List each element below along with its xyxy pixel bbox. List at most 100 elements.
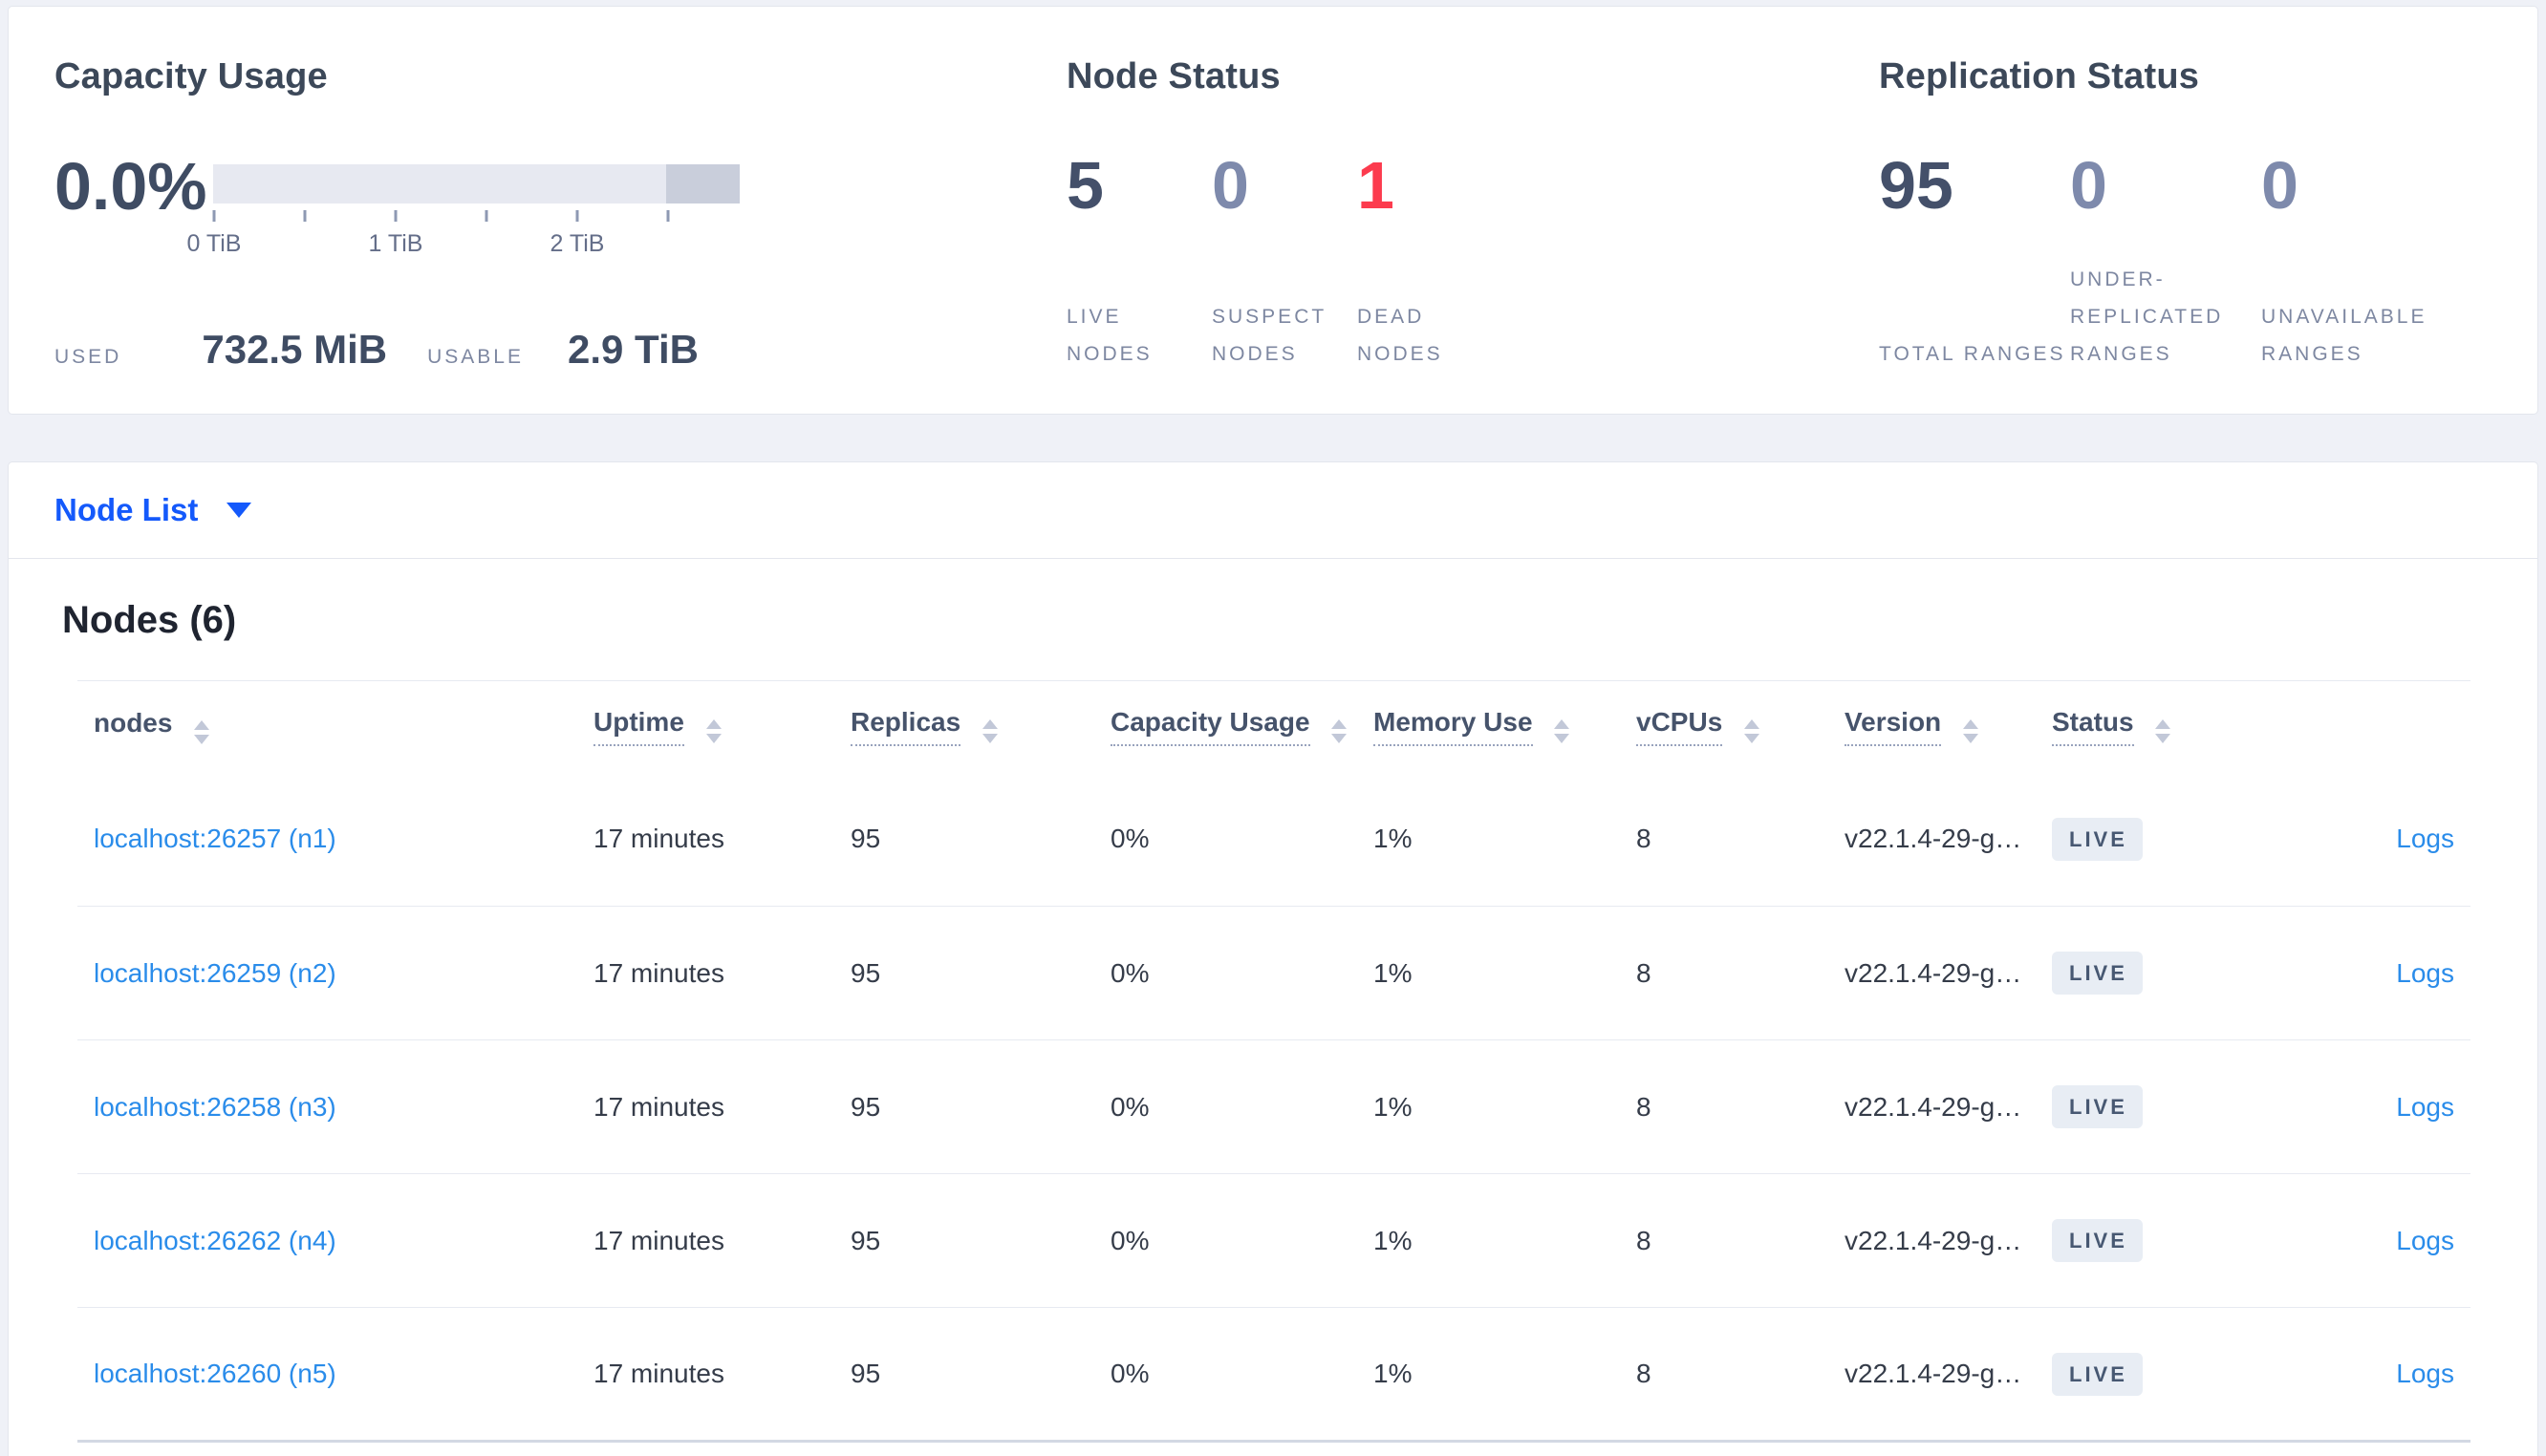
cluster-summary-panel: Capacity Usage 0.0% 0 TiB bbox=[8, 6, 2538, 415]
sort-icon bbox=[705, 719, 722, 744]
node-link[interactable]: localhost:26262 (n4) bbox=[94, 1225, 336, 1255]
nodes-table: nodes Uptime Replicas Capacity Usag bbox=[77, 680, 2470, 1443]
nodes-section: Nodes (6) nodes Uptime bbox=[9, 559, 2537, 1443]
memory-use-cell: 1% bbox=[1357, 1039, 1620, 1174]
total-ranges-count: 95 bbox=[1879, 148, 1953, 223]
uptime-cell: 17 minutes bbox=[593, 824, 724, 854]
dead-nodes-label: DEAD NODES bbox=[1357, 306, 1443, 365]
capacity-bar-scale: 0 TiB 1 TiB 2 TiB bbox=[187, 203, 740, 257]
status-badge: LIVE bbox=[2052, 1085, 2143, 1128]
status-badge: LIVE bbox=[2052, 1219, 2143, 1262]
table-row: localhost:26258 (n3) 17 minutes 95 0% 1%… bbox=[77, 1039, 2470, 1174]
usable-label: USABLE bbox=[427, 346, 524, 368]
logs-link[interactable]: Logs bbox=[2396, 957, 2454, 988]
view-selector-bar: Node List bbox=[9, 462, 2537, 559]
vcpus-cell: 8 bbox=[1636, 824, 1651, 854]
node-link[interactable]: localhost:26258 (n3) bbox=[94, 1091, 336, 1122]
vcpus-cell: 8 bbox=[1620, 906, 1828, 1040]
replicas-cell: 95 bbox=[834, 906, 1094, 1040]
under-replicated-ranges-count: 0 bbox=[2070, 148, 2107, 223]
total-ranges-stat: 95 TOTAL RANGES bbox=[1879, 151, 2070, 373]
uptime-cell: 17 minutes bbox=[577, 1307, 834, 1443]
tick-mark bbox=[394, 210, 398, 222]
capacity-usage-cell: 0% bbox=[1094, 1307, 1357, 1443]
tick-label-2tib: 2 TiB bbox=[550, 230, 605, 257]
node-link[interactable]: localhost:26257 (n1) bbox=[94, 824, 336, 854]
sort-icon bbox=[194, 720, 210, 745]
capacity-bar-reserved-segment bbox=[666, 164, 740, 203]
logs-link[interactable]: Logs bbox=[2396, 824, 2454, 854]
tick-mark bbox=[485, 210, 488, 222]
table-row: localhost:26260 (n5) 17 minutes 95 0% 1%… bbox=[77, 1307, 2470, 1443]
capacity-usage-title: Capacity Usage bbox=[54, 56, 328, 96]
logs-link[interactable]: Logs bbox=[2396, 1359, 2454, 1388]
used-value: 732.5 MiB bbox=[202, 327, 388, 372]
capacity-usage-cell: 0% bbox=[1094, 906, 1357, 1040]
under-replicated-ranges-stat: 0 UNDER-REPLICATED RANGES bbox=[2070, 151, 2261, 373]
column-header-status[interactable]: Status bbox=[2036, 681, 2265, 773]
replication-status-title: Replication Status bbox=[1879, 56, 2200, 96]
tick-mark bbox=[575, 210, 579, 222]
dead-nodes-count: 1 bbox=[1357, 148, 1394, 223]
table-row: localhost:26257 (n1) 17 minutes 95 0% 1%… bbox=[77, 773, 2470, 907]
replicas-cell: 95 bbox=[851, 824, 881, 854]
chevron-down-icon bbox=[227, 503, 252, 518]
capacity-usage-cell: 0% bbox=[1094, 1039, 1357, 1174]
live-nodes-label: LIVE NODES bbox=[1067, 306, 1153, 365]
status-badge: LIVE bbox=[2052, 817, 2143, 861]
version-cell: v22.1.4-29-g… bbox=[1828, 1039, 2036, 1174]
table-row: localhost:26262 (n4) 17 minutes 95 0% 1%… bbox=[77, 1173, 2470, 1308]
column-header-memory-use[interactable]: Memory Use bbox=[1357, 681, 1620, 773]
vcpus-cell: 8 bbox=[1620, 1173, 1828, 1308]
under-replicated-ranges-label: UNDER-REPLICATED RANGES bbox=[2070, 268, 2224, 365]
node-link[interactable]: localhost:26260 (n5) bbox=[94, 1359, 336, 1388]
unavailable-ranges-label: UNAVAILABLE RANGES bbox=[2261, 306, 2427, 365]
suspect-nodes-label: SUSPECT NODES bbox=[1212, 306, 1327, 365]
node-link[interactable]: localhost:26259 (n2) bbox=[94, 957, 336, 988]
memory-use-cell: 1% bbox=[1357, 1307, 1620, 1443]
version-cell: v22.1.4-29-g… bbox=[1828, 1307, 2036, 1443]
version-cell: v22.1.4-29-g… bbox=[1845, 824, 2022, 854]
total-ranges-label: TOTAL RANGES bbox=[1879, 343, 2066, 365]
table-row: localhost:26259 (n2) 17 minutes 95 0% 1%… bbox=[77, 906, 2470, 1040]
status-badge: LIVE bbox=[2052, 952, 2143, 995]
node-status-title: Node Status bbox=[1067, 56, 1281, 96]
column-header-vcpus[interactable]: vCPUs bbox=[1620, 681, 1828, 773]
sort-icon bbox=[1331, 719, 1348, 744]
uptime-cell: 17 minutes bbox=[577, 1039, 834, 1174]
logs-link[interactable]: Logs bbox=[2396, 1091, 2454, 1122]
suspect-nodes-count: 0 bbox=[1212, 148, 1249, 223]
vcpus-cell: 8 bbox=[1620, 1307, 1828, 1443]
sort-icon bbox=[1962, 719, 1978, 744]
memory-use-cell: 1% bbox=[1373, 824, 1413, 854]
node-status-section: Node Status 5 LIVE NODES 0 SUSPECT NODES… bbox=[1067, 56, 1879, 414]
node-list-dropdown[interactable]: Node List bbox=[54, 492, 252, 528]
usable-value: 2.9 TiB bbox=[568, 327, 699, 372]
used-label: USED bbox=[54, 346, 122, 368]
column-header-nodes[interactable]: nodes bbox=[77, 681, 577, 773]
replicas-cell: 95 bbox=[834, 1173, 1094, 1308]
version-cell: v22.1.4-29-g… bbox=[1828, 906, 2036, 1040]
unavailable-ranges-count: 0 bbox=[2261, 148, 2298, 223]
sort-icon bbox=[2155, 719, 2171, 744]
sort-icon bbox=[982, 719, 998, 744]
column-header-version[interactable]: Version bbox=[1828, 681, 2036, 773]
tick-label-0tib: 0 TiB bbox=[186, 230, 242, 257]
node-list-card: Node List Nodes (6) nodes bbox=[8, 461, 2538, 1456]
tick-mark bbox=[666, 210, 670, 222]
capacity-bar bbox=[213, 164, 740, 203]
live-nodes-count: 5 bbox=[1067, 148, 1104, 223]
column-header-replicas[interactable]: Replicas bbox=[834, 681, 1094, 773]
capacity-usage-cell: 0% bbox=[1094, 1173, 1357, 1308]
status-badge: LIVE bbox=[2052, 1352, 2143, 1396]
node-list-dropdown-label: Node List bbox=[54, 492, 199, 527]
vcpus-cell: 8 bbox=[1620, 1039, 1828, 1174]
sort-icon bbox=[1744, 719, 1760, 744]
tick-label-1tib: 1 TiB bbox=[368, 230, 423, 257]
column-header-uptime[interactable]: Uptime bbox=[577, 681, 834, 773]
uptime-cell: 17 minutes bbox=[577, 906, 834, 1040]
nodes-heading: Nodes (6) bbox=[62, 599, 237, 641]
replicas-cell: 95 bbox=[834, 1307, 1094, 1443]
column-header-capacity-usage[interactable]: Capacity Usage bbox=[1094, 681, 1357, 773]
logs-link[interactable]: Logs bbox=[2396, 1225, 2454, 1255]
